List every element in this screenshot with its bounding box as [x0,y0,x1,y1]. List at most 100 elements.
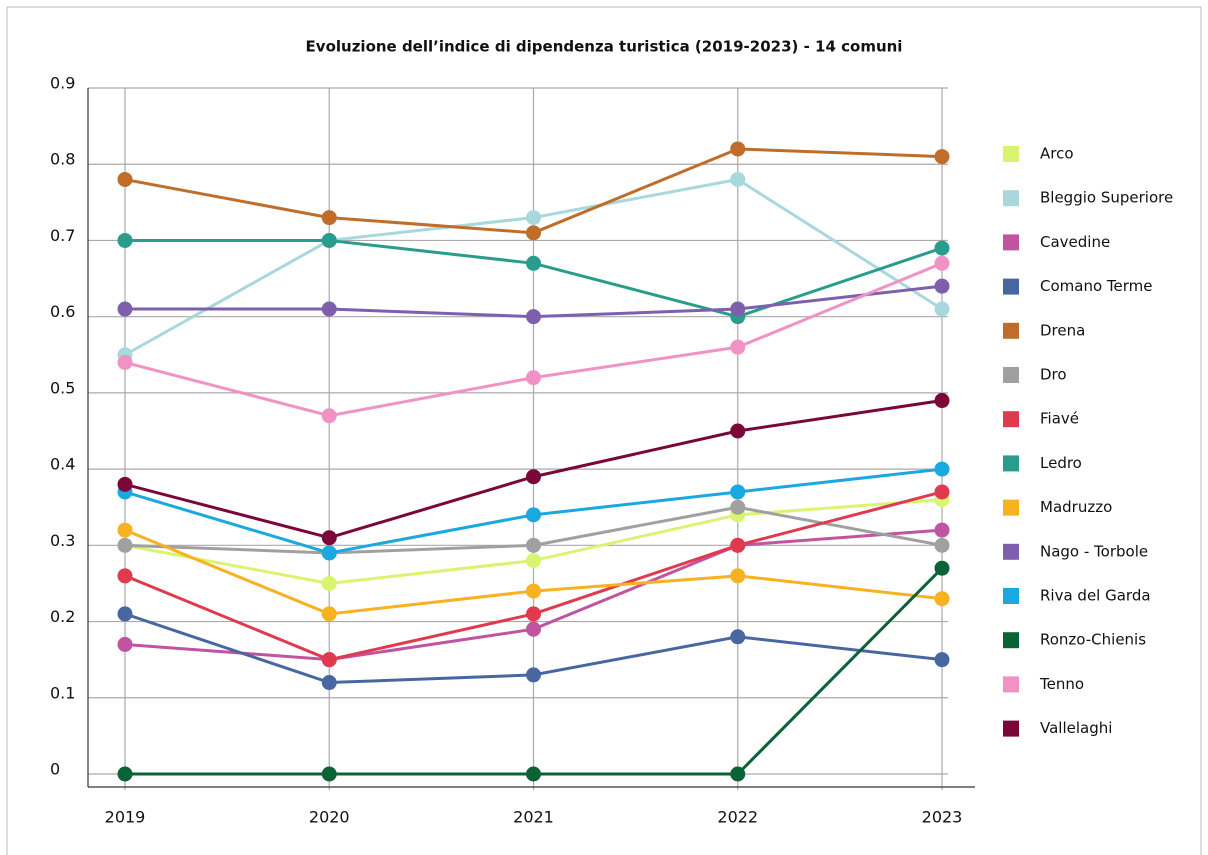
data-point [321,766,337,782]
data-point [526,469,541,485]
data-point [117,171,133,187]
x-tick-label: 2019 [105,808,146,827]
legend-swatch [1003,411,1019,428]
legend-swatch [1003,367,1019,383]
legend-swatch [1003,720,1019,737]
y-tick-label: 0 [50,760,60,779]
legend-label: Drena [1040,321,1085,339]
legend-label: Fiavé [1040,410,1079,428]
legend-label: Madruzzo [1040,498,1112,516]
legend-label: Bleggio Superiore [1040,189,1173,207]
legend-label: Ronzo-Chienis [1040,631,1146,649]
data-point [117,537,133,553]
legend-label: Nago - Torbole [1040,542,1148,560]
data-point [117,606,133,622]
legend-swatch [1003,588,1019,604]
legend-swatch [1003,499,1019,516]
legend-label: Comano Terme [1040,277,1153,295]
legend-label: Dro [1040,366,1067,384]
data-point [526,255,541,271]
data-point [934,240,950,256]
legend-swatch [1003,146,1019,162]
data-point [934,301,950,317]
data-point [117,354,133,370]
data-point [321,210,337,226]
data-point [321,606,337,622]
legend-label: Tenno [1039,675,1084,693]
legend-label: Arco [1040,145,1074,163]
data-point [730,141,746,157]
legend-label: Ledro [1040,454,1082,472]
data-point [526,210,541,226]
data-point [934,560,950,576]
data-point [526,225,541,241]
y-tick-label: 0.1 [50,683,75,702]
x-tick-label: 2022 [717,808,758,827]
legend-swatch [1003,632,1019,649]
data-point [730,171,746,187]
data-point [117,476,133,492]
legend-swatch [1003,234,1019,251]
chart-border [6,6,1202,855]
y-tick-label: 0.3 [50,531,75,550]
data-point [117,766,133,782]
x-tick-label: 2020 [309,808,350,827]
data-point [321,652,337,668]
data-point [526,583,541,599]
data-point [321,232,337,248]
x-tick-label: 2023 [922,808,963,827]
data-point [934,461,950,477]
data-point [526,507,541,523]
data-point [526,606,541,622]
data-point [321,545,337,561]
chart-title: Evoluzione dell’indice di dipendenza tur… [306,38,903,56]
data-point [321,301,337,317]
data-point [934,522,950,538]
data-point [730,423,746,439]
data-point [934,149,950,165]
data-point [730,339,746,355]
y-tick-label: 0.4 [50,455,75,474]
y-tick-label: 0.5 [50,378,75,397]
data-point [934,278,950,294]
y-tick-label: 0.7 [50,226,75,245]
data-point [730,484,746,500]
data-point [730,629,746,645]
data-point [934,652,950,668]
legend-swatch [1003,322,1019,339]
data-point [321,675,337,691]
data-point [730,766,746,782]
y-tick-label: 0.2 [50,607,75,626]
data-point [526,667,541,683]
data-point [730,499,746,515]
data-point [730,301,746,317]
legend-label: Riva del Garda [1040,587,1151,605]
data-point [730,537,746,553]
y-tick-label: 0.8 [50,150,75,169]
data-point [526,621,541,637]
data-point [117,301,133,317]
data-point [117,522,133,538]
data-point [730,568,746,584]
data-point [934,537,950,553]
data-point [526,309,541,325]
legend-swatch [1003,455,1019,472]
x-tick-label: 2021 [513,808,554,827]
data-point [934,591,950,607]
legend-swatch [1003,190,1019,207]
data-point [934,255,950,271]
data-point [526,537,541,553]
data-point [526,553,541,569]
legend-label: Vallelaghi [1040,719,1112,737]
data-point [321,530,337,546]
legend-swatch [1003,676,1019,693]
data-point [526,766,541,782]
legend-label: Cavedine [1040,233,1110,251]
data-point [934,484,950,500]
data-point [934,393,950,409]
data-point [117,232,133,248]
data-point [117,568,133,584]
data-point [321,575,337,591]
legend-swatch [1003,543,1019,560]
